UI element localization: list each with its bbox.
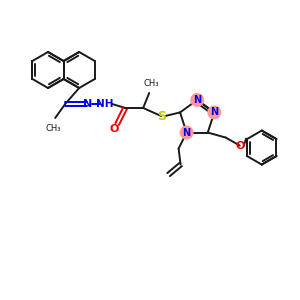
Text: N: N xyxy=(193,95,201,105)
Text: N: N xyxy=(82,99,92,109)
Text: NH: NH xyxy=(96,99,114,109)
Circle shape xyxy=(190,93,204,107)
Text: S: S xyxy=(157,110,166,122)
Circle shape xyxy=(180,126,194,140)
Text: O: O xyxy=(110,124,119,134)
Circle shape xyxy=(207,105,221,119)
Text: N: N xyxy=(210,107,218,117)
Text: N: N xyxy=(182,128,191,138)
Text: CH₃: CH₃ xyxy=(45,124,61,133)
Text: CH₃: CH₃ xyxy=(143,79,159,88)
Text: O: O xyxy=(235,141,244,151)
